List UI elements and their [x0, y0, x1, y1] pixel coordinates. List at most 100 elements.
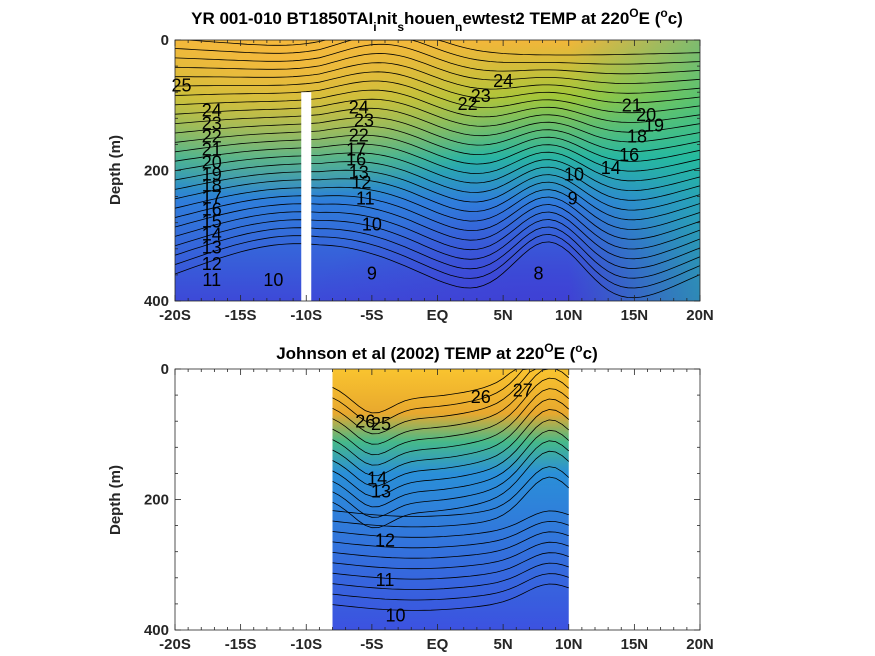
title-segment: E (	[639, 9, 661, 28]
isotherm-line	[175, 203, 700, 250]
isotherm-line	[175, 89, 700, 123]
title-segment: E (	[554, 344, 576, 363]
contour-label: 8	[534, 264, 544, 284]
panel-top-field	[175, 40, 700, 301]
title-segment: c)	[583, 344, 598, 363]
isotherm-line	[332, 369, 570, 445]
isotherm-line	[175, 98, 700, 133]
isotherm-line	[332, 520, 569, 549]
isotherm-line	[175, 116, 700, 153]
x-tick-label: -5S	[360, 636, 383, 653]
isotherm-line	[175, 40, 700, 56]
x-tick-label: 5N	[494, 636, 513, 653]
title-segment: o	[660, 6, 667, 20]
isotherm-line	[332, 369, 569, 435]
y-tick-label: 200	[144, 492, 169, 509]
y-tick-label: 0	[161, 32, 169, 49]
title-segment: ewtest2 TEMP at 220	[462, 9, 629, 28]
x-tick-label: 15N	[621, 636, 649, 653]
contour-label: 23	[354, 110, 374, 130]
panel-top-title: YR 001-010 BT1850TAIinitshouennewtest2 T…	[191, 6, 683, 34]
contour-label: 9	[568, 189, 578, 209]
contour-label: 11	[356, 189, 375, 209]
contour-label: 17	[346, 140, 366, 160]
panel-bottom-heatmap	[332, 369, 569, 630]
isotherm-line	[332, 531, 569, 559]
contour-label: 16	[619, 145, 639, 165]
contour-label: 13	[202, 238, 222, 258]
x-tick-label: 5N	[494, 307, 513, 324]
isotherm-line	[332, 419, 570, 497]
contour-label: 11	[202, 270, 221, 290]
panel-top-isotherms	[175, 40, 700, 299]
x-tick-label: -20S	[159, 636, 191, 653]
x-tick-label: EQ	[427, 636, 449, 653]
isotherm-line	[332, 398, 570, 476]
contour-label: 14	[601, 158, 621, 178]
contour-label: 17	[202, 187, 222, 207]
x-tick-label: -15S	[225, 636, 257, 653]
isotherm-line	[332, 583, 569, 611]
isotherm-line	[332, 476, 570, 528]
contour-label: 10	[564, 164, 584, 184]
isotherm-line	[175, 219, 700, 269]
isotherm-line	[332, 377, 570, 456]
isotherm-line	[332, 573, 569, 601]
x-tick-label: -5S	[360, 307, 383, 324]
panel-bottom-ylabel: Depth (m)	[107, 465, 124, 535]
isotherm-line	[332, 466, 570, 517]
contour-label: 20	[636, 105, 656, 125]
contour-label: 9	[367, 264, 377, 284]
contour-label: 12	[351, 172, 371, 192]
contour-label: 12	[202, 254, 222, 274]
isotherm-line	[175, 178, 700, 221]
y-tick-label: 400	[144, 622, 169, 639]
x-tick-label: EQ	[427, 307, 449, 324]
isotherm-line	[175, 186, 700, 230]
isotherm-line	[175, 62, 700, 94]
isotherm-line	[175, 152, 700, 192]
isotherm-line	[332, 562, 569, 590]
contour-label: 22	[202, 127, 222, 147]
isotherm-line	[175, 43, 700, 75]
title-segment: c)	[668, 9, 683, 28]
isotherm-line	[175, 241, 700, 299]
contour-label: 11	[376, 570, 395, 590]
contour-label: 10	[263, 270, 283, 290]
isotherm-line	[175, 134, 700, 172]
isotherm-line	[175, 211, 700, 260]
isotherm-line	[332, 510, 569, 538]
title-segment: O	[629, 6, 638, 20]
x-tick-label: 20N	[686, 636, 714, 653]
contour-label: 18	[627, 127, 647, 147]
title-segment: i	[373, 20, 376, 34]
isotherm-line	[175, 71, 700, 104]
isotherm-line	[332, 541, 569, 570]
x-tick-label: 10N	[555, 636, 583, 653]
panel-bottom-axes: -20S -15S -10S -5S EQ 5N 10N 15N 20N 0 200 400	[144, 361, 714, 653]
isotherm-line	[175, 40, 700, 65]
title-segment: nit	[377, 9, 398, 28]
contour-label: 14	[367, 469, 387, 489]
contour-label: 21	[202, 140, 222, 160]
contour-label: 16	[346, 149, 366, 169]
x-tick-label: -10S	[290, 307, 322, 324]
contour-label: 26	[471, 387, 491, 407]
x-tick-label: 15N	[621, 307, 649, 324]
panel-top: YR 001-010 BT1850TAIinitshouennewtest2 T…	[107, 6, 714, 324]
x-tick-label: 20N	[686, 307, 714, 324]
title-segment: s	[397, 20, 404, 34]
contour-label: 15	[202, 211, 222, 231]
title-segment: O	[544, 341, 553, 355]
contour-label: 25	[371, 414, 391, 434]
contour-label: 27	[513, 381, 533, 401]
y-tick-label: 200	[144, 163, 169, 180]
contour-label: 13	[349, 163, 369, 183]
isotherm-line	[175, 53, 700, 84]
y-tick-label: 0	[161, 361, 169, 378]
contour-label: 13	[371, 482, 391, 502]
contour-label: 24	[349, 97, 369, 117]
